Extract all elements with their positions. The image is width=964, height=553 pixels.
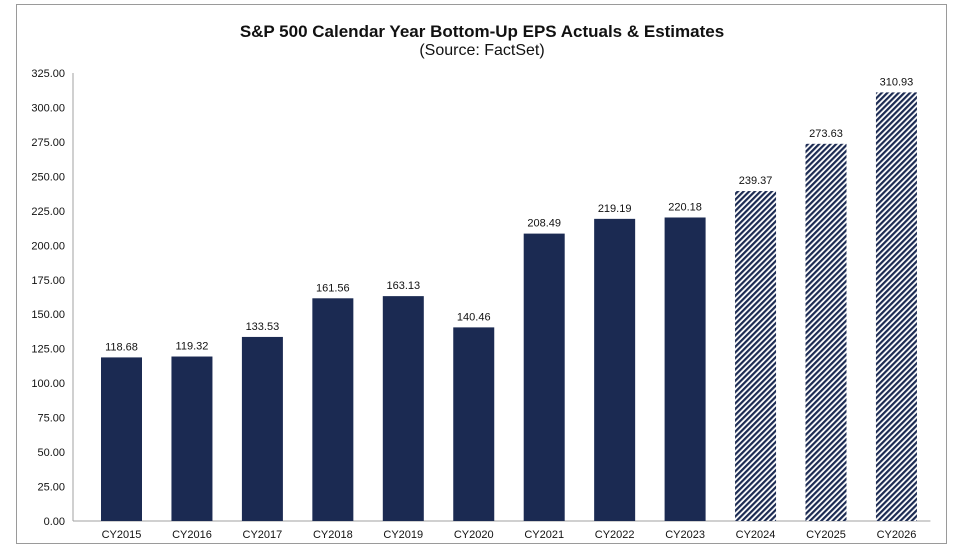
y-tick-label: 150.00	[31, 309, 65, 321]
bar-cy2019	[382, 296, 424, 521]
data-label: 118.68	[105, 341, 138, 353]
x-tick-label: CY2017	[243, 529, 283, 541]
y-tick-label: 275.00	[31, 137, 65, 149]
data-label: 133.53	[246, 321, 280, 333]
x-tick-label: CY2021	[524, 529, 564, 541]
x-tick-label: CY2026	[877, 529, 917, 541]
data-label: 163.13	[386, 280, 420, 292]
chart-title: S&P 500 Calendar Year Bottom-Up EPS Actu…	[239, 22, 725, 41]
x-tick-label: CY2025	[806, 529, 846, 541]
x-tick-label: CY2020	[454, 529, 494, 541]
bar-cy2024	[735, 191, 777, 521]
bar-cy2022	[594, 218, 636, 521]
bar-cy2023	[664, 217, 706, 521]
data-label: 239.37	[739, 175, 773, 187]
y-tick-label: 75.00	[37, 413, 65, 425]
y-tick-label: 125.00	[31, 344, 65, 356]
y-tick-label: 175.00	[31, 275, 65, 287]
data-label: 310.93	[880, 76, 914, 88]
bar-cy2026	[875, 92, 917, 521]
data-label: 273.63	[809, 128, 843, 140]
data-label: 140.46	[457, 311, 491, 323]
y-tick-label: 325.00	[31, 68, 65, 80]
bar-cy2025	[805, 143, 847, 521]
x-tick-label: CY2016	[172, 529, 212, 541]
chart-frame	[16, 4, 947, 544]
y-tick-label: 200.00	[31, 240, 65, 252]
y-tick-label: 50.00	[37, 447, 65, 459]
x-tick-label: CY2019	[383, 529, 423, 541]
data-label: 219.19	[598, 203, 632, 215]
data-label: 208.49	[527, 218, 561, 230]
x-tick-label: CY2015	[102, 529, 142, 541]
x-tick-label: CY2023	[665, 529, 705, 541]
data-label: 161.56	[316, 282, 350, 294]
x-tick-label: CY2024	[736, 529, 776, 541]
bar-cy2016	[171, 356, 213, 521]
x-tick-label: CY2018	[313, 529, 353, 541]
data-label: 119.32	[176, 341, 209, 353]
y-tick-label: 225.00	[31, 206, 65, 218]
x-tick-label: CY2022	[595, 529, 635, 541]
bar-cy2018	[312, 298, 354, 521]
y-tick-label: 100.00	[31, 378, 65, 390]
y-tick-label: 300.00	[31, 102, 65, 114]
bar-cy2015	[101, 357, 142, 521]
bar-cy2021	[523, 233, 565, 521]
data-label: 220.18	[668, 201, 702, 213]
chart-subtitle: (Source: FactSet)	[419, 42, 545, 59]
y-tick-label: 0.00	[44, 516, 65, 528]
y-tick-label: 25.00	[37, 482, 65, 494]
bar-cy2020	[453, 327, 495, 521]
y-tick-label: 250.00	[31, 171, 65, 183]
bar-cy2017	[241, 336, 283, 521]
